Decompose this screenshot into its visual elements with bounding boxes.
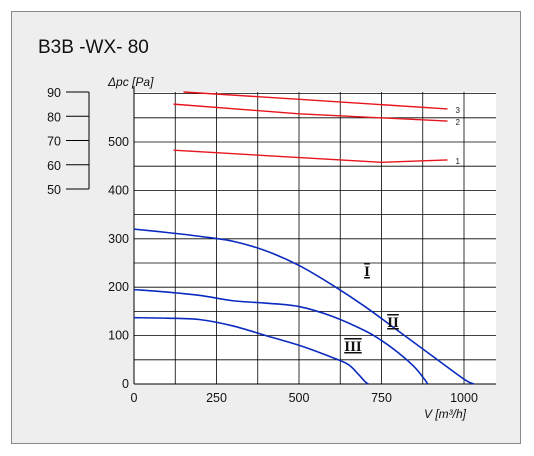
grid: [133, 92, 496, 385]
noise-curve-label: 2: [456, 118, 461, 127]
plot-area: [134, 92, 496, 384]
chart-title: B3B -WX- 80: [38, 37, 149, 58]
y-axis-label: Δpc [Pa]: [107, 75, 154, 89]
fan-curve-label: I: [364, 264, 370, 280]
y-tick-label: 300: [108, 232, 129, 246]
noise-curve-label: 3: [456, 106, 461, 115]
x-tick-label: 750: [371, 391, 392, 405]
axes: 0 250 500 750 1000 0 100 200 300 400 500 Δpc [Pa] V …: [107, 75, 496, 421]
noise-tick-label: 80: [47, 110, 61, 124]
noise-tick-label: 50: [47, 183, 61, 197]
y-tick-label: 400: [108, 183, 129, 197]
fan-curve-II: [133, 288, 429, 385]
noise-curve-3: [183, 91, 448, 110]
noise-curve-2: [173, 103, 448, 122]
fan-curve-label: III: [344, 339, 362, 355]
y-tick-label: 500: [108, 135, 129, 149]
noise-tick-label: 90: [47, 86, 61, 100]
x-tick-label: 250: [206, 391, 227, 405]
y-tick-label: 200: [108, 280, 129, 294]
y-tick-label: 0: [122, 377, 129, 391]
noise-tick-label: 60: [47, 159, 61, 173]
fan-curve-label: II: [387, 315, 399, 331]
x-tick-label: 500: [289, 391, 310, 405]
x-axis-label: V [m³/h]: [424, 407, 467, 421]
noise-curve-label: 1: [456, 157, 461, 166]
x-tick-label: 1000: [450, 391, 478, 405]
x-tick-label: 0: [131, 391, 138, 405]
noise-tick-label: 70: [47, 135, 61, 149]
y-tick-label: 100: [108, 329, 129, 343]
fan-curve-I: [133, 228, 475, 385]
noise-scale-axis: 90 80 70 60 50: [47, 86, 90, 197]
fan-curve-III: [133, 316, 369, 385]
curves: [133, 91, 475, 385]
noise-curve-1: [173, 149, 448, 164]
